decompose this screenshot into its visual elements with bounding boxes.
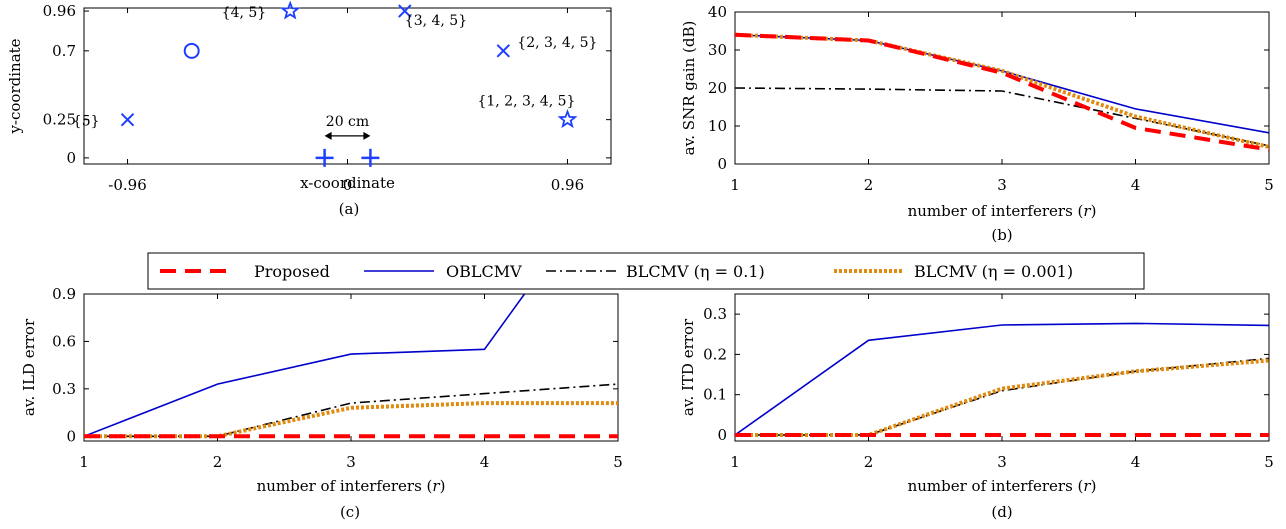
x-axis-label: number of interferers (r)	[257, 477, 446, 495]
x-tick-label: 2	[864, 453, 874, 471]
y-tick-label: 0.3	[52, 380, 76, 398]
y-tick-label: 0	[717, 155, 727, 173]
panel-c-ild-error: 1 2 3 4 5 0 0.3 0.6 0.9 number of interferers (r)…	[20, 285, 623, 521]
panel-b-snr-gain: 1 2 3 4 5 0 10 20 30 40 number of interferers (r) a…	[680, 3, 1274, 244]
x-tick-label: 1	[730, 453, 740, 471]
series-line-oblcmv	[735, 34, 1269, 134]
legend-label-blcmv_01: BLCMV (η = 0.1)	[626, 262, 765, 281]
y-axis-label: av. ITD error	[679, 318, 697, 416]
y-tick-label: 0.3	[703, 305, 727, 323]
distance-label: 20 cm	[326, 114, 369, 130]
series-line-oblcmv	[735, 322, 1269, 436]
y-tick-label: 0	[66, 149, 76, 167]
panel-caption: (c)	[340, 503, 360, 521]
point-label: {5}	[73, 114, 100, 130]
microphone-plus-marker	[315, 148, 334, 167]
point-x-marker	[120, 112, 135, 127]
point-label: {1, 2, 3, 4, 5}	[477, 94, 575, 110]
x-tick-label: 5	[1264, 453, 1274, 471]
x-axis-label-var: r	[1083, 202, 1091, 220]
x-tick-label: 1	[730, 176, 740, 194]
y-axis-label: y-coordinate	[6, 38, 24, 134]
legend-label-proposed: Proposed	[254, 262, 330, 281]
point-label: {4, 5}	[222, 5, 267, 21]
panel-a-scatter: -0.96 0 0.96 0 0.25 0.7 0.96 x-coordinate y-coor…	[6, 0, 612, 218]
point-circle-marker	[183, 42, 200, 59]
x-tick-label: -0.96	[108, 176, 146, 194]
series-line-blcmv_0001	[84, 401, 618, 439]
legend-label-blcmv_0001: BLCMV (η = 0.001)	[914, 262, 1073, 281]
x-axis-label: number of interferers (r)	[908, 202, 1097, 220]
series-line-blcmv_0001	[735, 358, 1269, 437]
series-line-proposed	[735, 32, 1269, 152]
x-tick-label: 3	[346, 453, 356, 471]
series-line-blcmv_01	[735, 357, 1269, 436]
y-tick-label: 0.6	[52, 332, 76, 350]
y-tick-label: 10	[708, 117, 727, 135]
panel-caption: (a)	[339, 200, 360, 218]
y-tick-label: 30	[708, 41, 727, 59]
point-star-marker	[280, 0, 301, 20]
x-axis-label-var: r	[1083, 477, 1091, 495]
arrow-head-right	[363, 131, 371, 140]
x-tick-label: 4	[1131, 176, 1141, 194]
point-x-marker	[496, 44, 511, 58]
y-tick-label: 40	[708, 3, 727, 21]
y-tick-label: 0	[717, 426, 727, 444]
y-tick-label: 20	[708, 79, 727, 97]
x-tick-label: 0	[343, 176, 353, 194]
panel-caption: (d)	[991, 503, 1012, 521]
panel-caption: (b)	[991, 226, 1012, 244]
x-axis-label: number of interferers (r)	[908, 477, 1097, 495]
x-tick-label: 2	[864, 176, 874, 194]
x-tick-label: 1	[79, 453, 89, 471]
axes-frame	[83, 293, 619, 442]
y-tick-label: 0	[66, 427, 76, 445]
y-axis-label: av. SNR gain (dB)	[680, 21, 698, 156]
x-tick-label: 5	[613, 453, 623, 471]
point-label: {3, 4, 5}	[405, 13, 467, 29]
legend-box	[147, 252, 1145, 290]
x-tick-label: 4	[480, 453, 490, 471]
x-tick-label: 2	[213, 453, 223, 471]
x-tick-label: 4	[1131, 453, 1141, 471]
legend: Proposed OBLCMV BLCMV (η = 0.1) BLCMV (η = …	[147, 252, 1145, 290]
arrow-head-left	[324, 131, 332, 140]
y-tick-label: 0.2	[703, 345, 727, 363]
point-x-marker	[398, 4, 412, 18]
x-tick-label: 3	[997, 176, 1007, 194]
legend-label-oblcmv: OBLCMV	[446, 262, 522, 281]
x-tick-label: 0.96	[551, 176, 584, 194]
point-star-marker	[557, 109, 578, 129]
microphone-plus-marker	[361, 148, 380, 167]
x-axis-label-var: r	[432, 477, 440, 495]
y-tick-label: 0.9	[52, 285, 76, 303]
x-tick-label: 5	[1264, 176, 1274, 194]
x-axis-label: x-coordinate	[300, 174, 395, 192]
axes-frame	[83, 7, 612, 165]
x-tick-label: 3	[997, 453, 1007, 471]
y-axis-label: av. ILD error	[20, 318, 38, 416]
y-tick-label: 0.1	[703, 386, 727, 404]
series-line-blcmv_01	[84, 383, 618, 438]
series-line-oblcmv	[84, 294, 526, 438]
series-line-blcmv_0001	[735, 32, 1269, 149]
y-tick-label: 0.25	[43, 111, 76, 129]
y-tick-label: 0.96	[43, 2, 76, 20]
y-tick-label: 0.7	[52, 42, 76, 60]
point-label: {2, 3, 4, 5}	[517, 35, 597, 51]
series-line-blcmv_01	[735, 87, 1269, 147]
panel-d-itd-error: 1 2 3 4 5 0 0.1 0.2 0.3 number of interferers (r)…	[679, 293, 1274, 521]
